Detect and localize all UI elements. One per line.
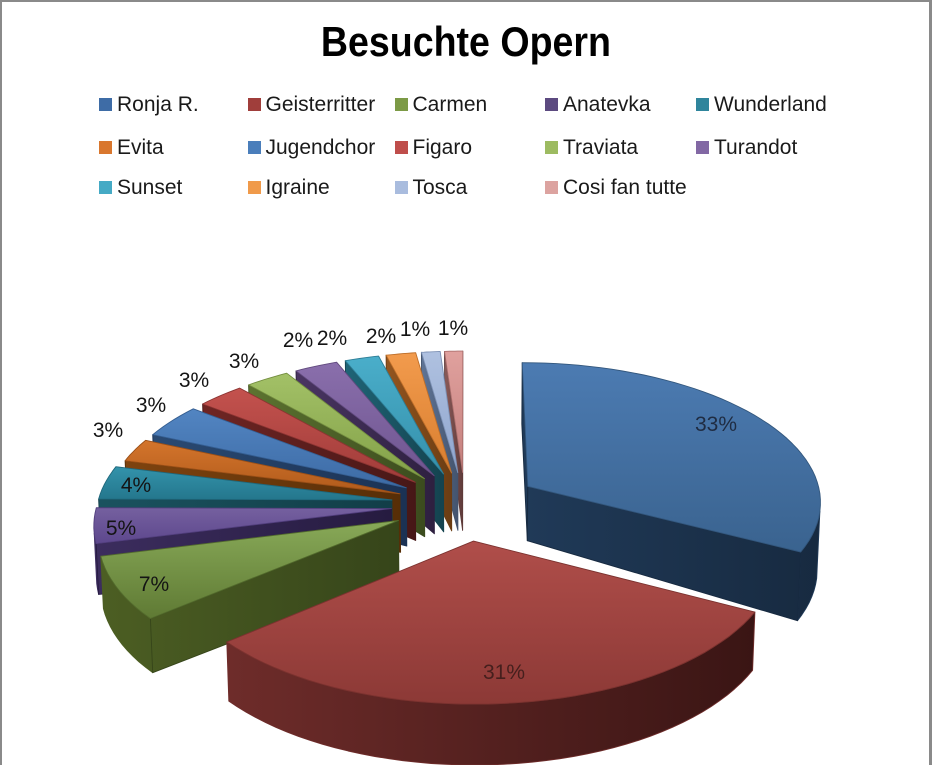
svg-text:5%: 5% — [106, 517, 136, 540]
svg-text:3%: 3% — [136, 394, 166, 417]
svg-text:3%: 3% — [93, 419, 123, 442]
svg-text:33%: 33% — [695, 413, 737, 436]
svg-text:1%: 1% — [400, 318, 430, 341]
svg-text:3%: 3% — [229, 350, 259, 373]
svg-text:3%: 3% — [179, 369, 209, 392]
svg-text:31%: 31% — [483, 661, 525, 684]
svg-text:2%: 2% — [366, 325, 396, 348]
svg-text:2%: 2% — [317, 327, 347, 350]
svg-text:4%: 4% — [121, 474, 151, 497]
svg-text:7%: 7% — [139, 573, 169, 596]
svg-text:2%: 2% — [283, 329, 313, 352]
svg-text:1%: 1% — [438, 317, 468, 340]
